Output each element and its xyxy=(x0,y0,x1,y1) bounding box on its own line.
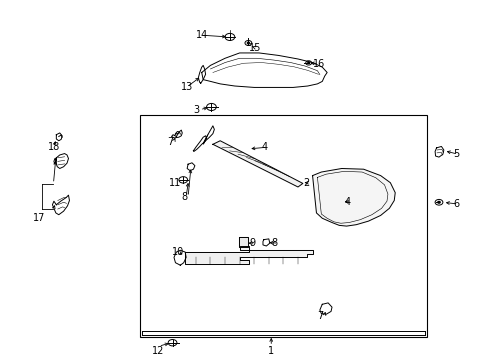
Polygon shape xyxy=(312,168,394,226)
Text: 2: 2 xyxy=(302,178,308,188)
Bar xyxy=(140,115,426,337)
Circle shape xyxy=(307,62,309,63)
Text: 12: 12 xyxy=(152,346,164,356)
Text: 18: 18 xyxy=(47,142,60,152)
Text: 1: 1 xyxy=(267,346,274,356)
Text: 14: 14 xyxy=(196,30,208,40)
Text: 11: 11 xyxy=(169,178,181,188)
Text: 16: 16 xyxy=(312,59,324,69)
Text: 8: 8 xyxy=(271,238,277,248)
Text: 10: 10 xyxy=(171,247,183,257)
Text: 5: 5 xyxy=(453,149,459,159)
Text: 6: 6 xyxy=(453,199,459,209)
Text: 7: 7 xyxy=(317,311,323,321)
Polygon shape xyxy=(185,246,312,265)
Text: 4: 4 xyxy=(344,197,349,207)
Text: 4: 4 xyxy=(261,142,267,152)
Circle shape xyxy=(437,201,439,203)
Text: 9: 9 xyxy=(249,238,255,248)
Text: 8: 8 xyxy=(181,192,187,202)
Text: 15: 15 xyxy=(249,42,261,53)
Text: 13: 13 xyxy=(181,82,193,92)
Polygon shape xyxy=(238,237,248,247)
Polygon shape xyxy=(212,141,302,187)
Text: 3: 3 xyxy=(193,105,199,115)
Circle shape xyxy=(247,42,249,44)
Text: 17: 17 xyxy=(33,213,45,223)
Text: 7: 7 xyxy=(166,137,173,147)
